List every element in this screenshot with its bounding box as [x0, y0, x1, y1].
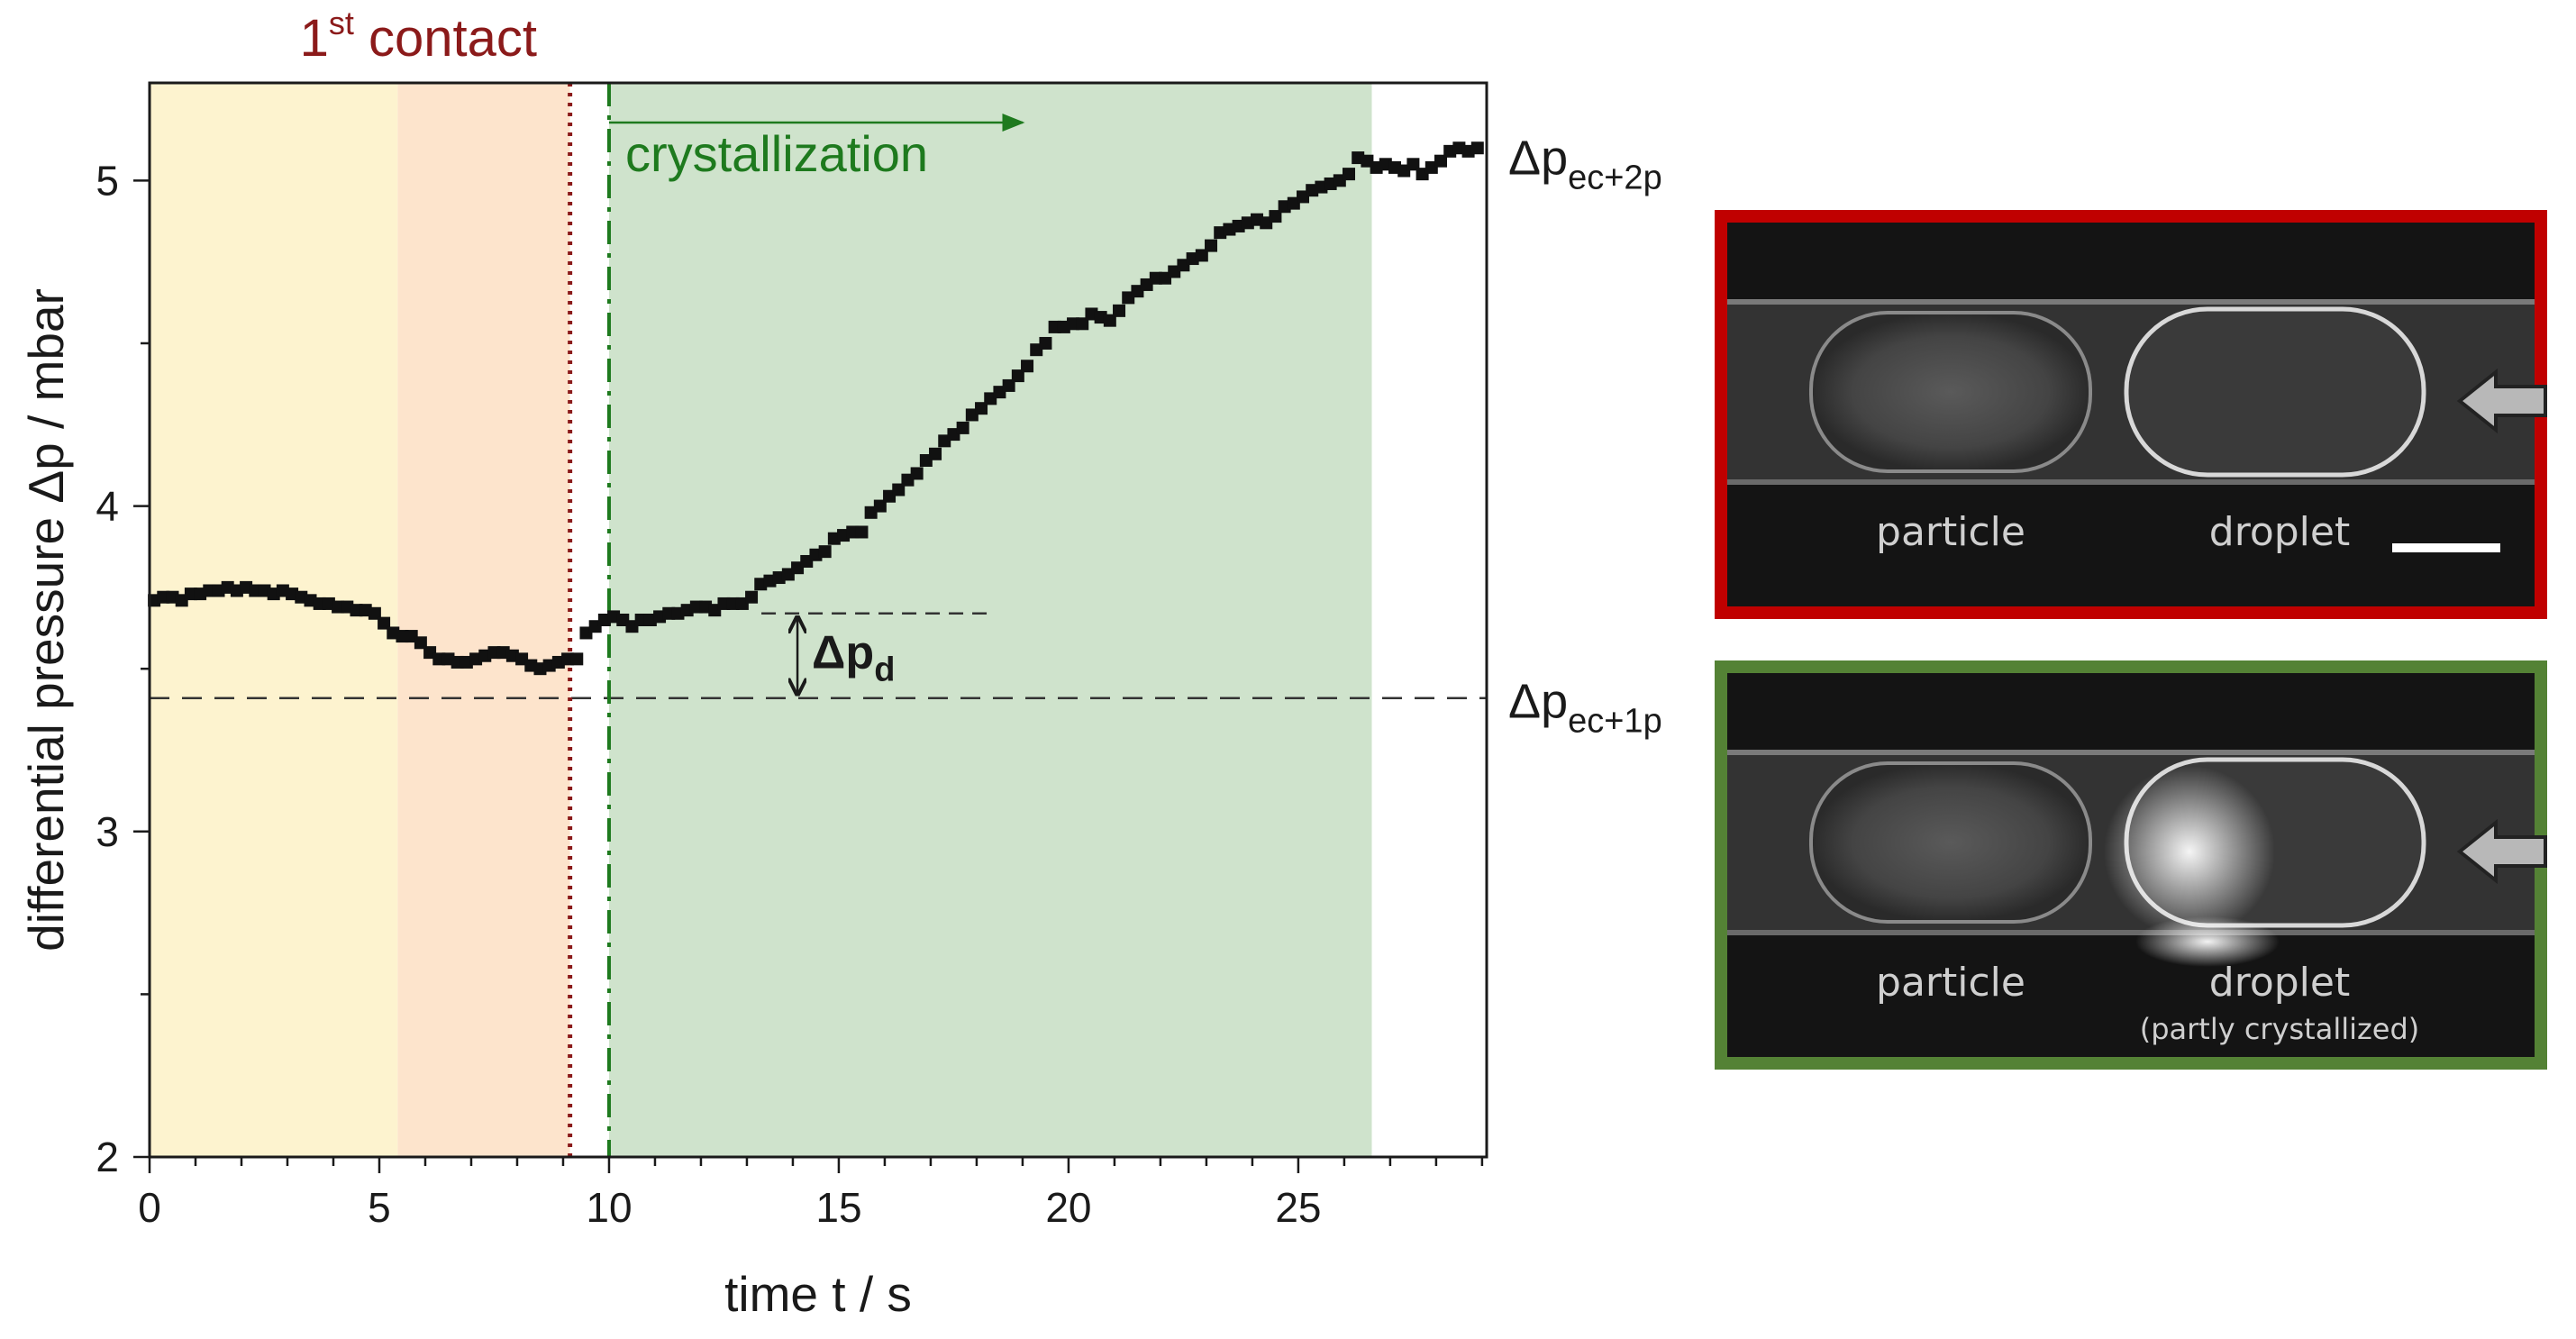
data-point — [1002, 378, 1015, 392]
x-tick-label: 25 — [1275, 1184, 1321, 1231]
x-tick-label: 5 — [368, 1184, 391, 1231]
plot-frame — [148, 81, 1488, 1159]
x-tick-label: 20 — [1045, 1184, 1091, 1231]
data-point — [1205, 239, 1218, 252]
data-point — [892, 483, 906, 496]
droplet-shape — [2124, 306, 2426, 478]
data-point — [570, 652, 584, 666]
data-point — [1039, 336, 1052, 350]
microscopy-panels: particle droplet particle droplet (partly cr… — [1715, 210, 2547, 1070]
first-contact-label: 1st contact — [300, 5, 537, 68]
data-point — [975, 402, 988, 415]
annotations: Δpec+1p Δpec+2p 1st contact crystallization… — [300, 5, 1662, 741]
data-point — [956, 421, 969, 434]
axis-tick-labels: 0 5 10 15 20 25 2 3 4 5 — [96, 157, 1321, 1231]
phase-band-0 — [150, 83, 398, 1157]
particle-label: particle — [1876, 509, 2025, 555]
reference-label-1: Δpec+2p — [1508, 131, 1662, 196]
crystal-glow — [2135, 916, 2280, 967]
x-tick-label: 0 — [138, 1184, 161, 1231]
data-points — [148, 141, 1484, 676]
x-axis-label: time t / s — [724, 1266, 912, 1322]
phase-band-1 — [397, 83, 570, 1157]
phase-bands — [150, 83, 1372, 1157]
particle-shape — [1809, 311, 2092, 473]
flow-arrow-icon — [2456, 818, 2547, 885]
y-tick-label: 3 — [96, 808, 119, 855]
data-point — [1470, 141, 1484, 155]
data-point — [873, 499, 887, 513]
data-point — [414, 636, 427, 650]
droplet-label: droplet — [2209, 509, 2350, 555]
micrograph-panel-1: particle droplet — [1715, 210, 2547, 619]
data-point — [1076, 317, 1089, 331]
y-tick-label: 5 — [96, 157, 119, 204]
data-point — [1195, 249, 1208, 262]
y-tick-label: 2 — [96, 1134, 119, 1180]
data-point — [929, 447, 942, 460]
data-point — [1113, 304, 1126, 317]
phase-band-2 — [608, 83, 1372, 1157]
delta-label: Δpd — [812, 627, 895, 689]
event-lines — [568, 83, 1025, 1157]
pressure-chart: 0 5 10 15 20 25 2 3 4 5 time t / s differential p… — [18, 5, 1662, 1322]
micrograph-panel-2: particle droplet (partly crystallized) — [1715, 660, 2547, 1070]
data-point — [1269, 210, 1282, 223]
data-point — [1021, 360, 1034, 373]
data-point — [368, 606, 381, 620]
y-tick-label: 4 — [96, 483, 119, 530]
data-point — [1406, 158, 1420, 171]
data-point — [855, 525, 869, 539]
flow-arrow-icon — [2456, 368, 2547, 434]
data-point — [1103, 314, 1116, 327]
data-point — [818, 545, 832, 559]
y-axis-label: differential pressure Δp / mbar — [18, 288, 74, 952]
data-point — [910, 467, 924, 480]
data-point — [1343, 168, 1356, 181]
droplet-label: droplet — [2209, 960, 2350, 1006]
x-tick-label: 10 — [586, 1184, 632, 1231]
reference-label-0: Δpec+1p — [1508, 675, 1662, 741]
data-point — [745, 590, 759, 604]
data-point — [1434, 154, 1448, 168]
crystal-region — [2104, 766, 2275, 937]
data-point — [1011, 369, 1024, 383]
droplet-sublabel: (partly crystallized) — [2140, 1012, 2420, 1046]
x-tick-label: 15 — [815, 1184, 861, 1231]
scale-bar — [2392, 543, 2500, 552]
axis-ticks — [133, 179, 1484, 1173]
data-point — [378, 616, 391, 630]
particle-label: particle — [1876, 960, 2025, 1006]
crystallization-label: crystallization — [625, 125, 928, 182]
particle-shape — [1809, 761, 2092, 924]
